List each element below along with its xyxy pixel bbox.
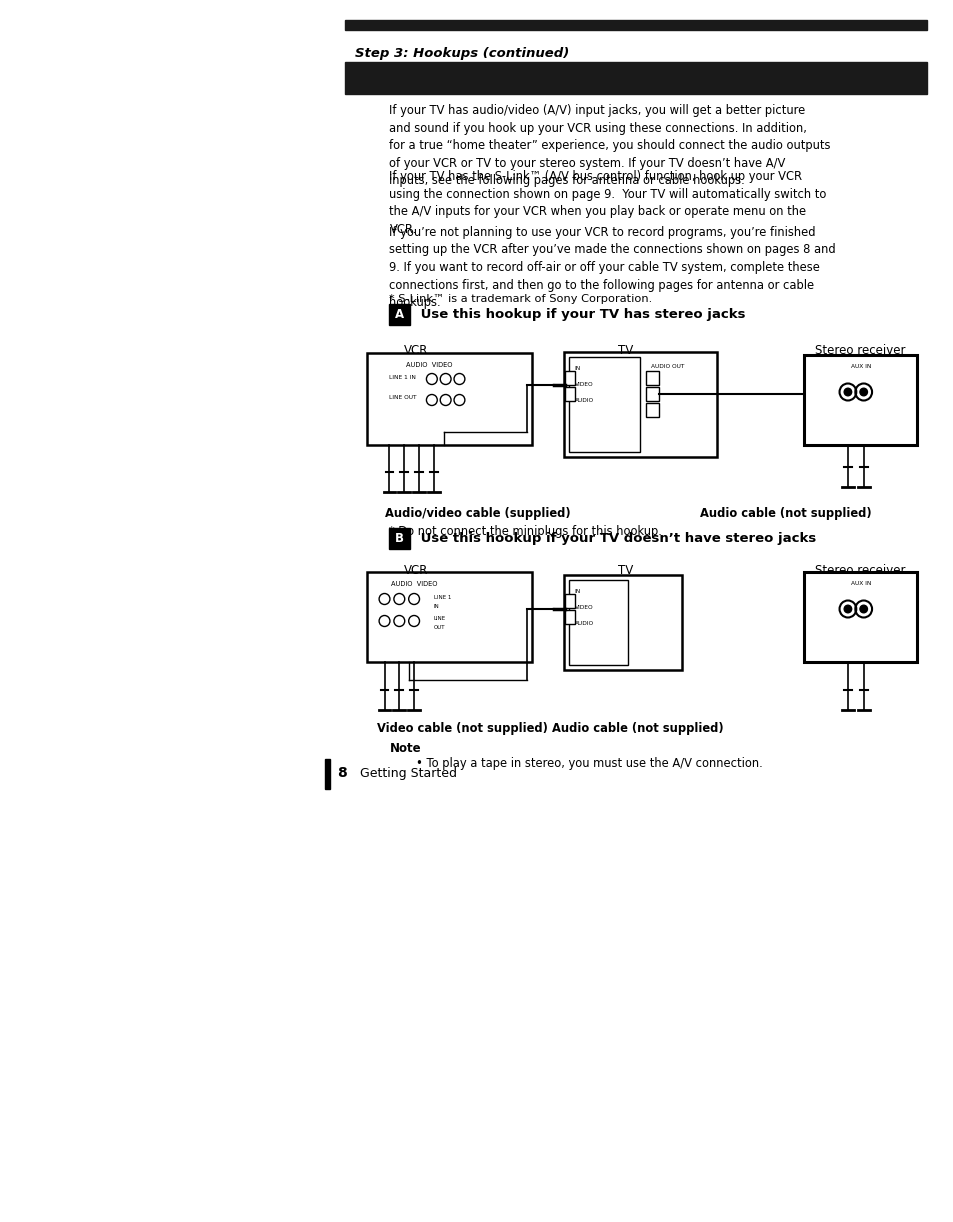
Bar <box>366 353 532 445</box>
Text: • To play a tape in stereo, you must use the A/V connection.: • To play a tape in stereo, you must use… <box>416 756 762 770</box>
Text: VIDEO: VIDEO <box>575 382 593 387</box>
Bar <box>568 357 639 452</box>
Text: Step 3: Hookups (continued): Step 3: Hookups (continued) <box>355 46 569 60</box>
Text: AUDIO: AUDIO <box>575 621 594 626</box>
Text: * Do not connect the miniplugs for this hookup.: * Do not connect the miniplugs for this … <box>389 525 661 538</box>
Text: Use this hookup if your TV doesn’t have stereo jacks: Use this hookup if your TV doesn’t have … <box>416 532 816 545</box>
Text: AUDIO  VIDEO: AUDIO VIDEO <box>405 362 452 368</box>
Text: AUX IN: AUX IN <box>850 580 870 587</box>
Bar <box>564 371 575 385</box>
Bar <box>645 403 658 417</box>
Text: Pages 8 to 9: Pages 8 to 9 <box>841 71 918 83</box>
Bar <box>389 528 410 549</box>
Text: OUT: OUT <box>434 624 445 631</box>
Circle shape <box>843 389 851 396</box>
Circle shape <box>859 389 866 396</box>
Text: 8: 8 <box>336 766 347 780</box>
Bar <box>345 62 925 94</box>
Text: Stereo receiver: Stereo receiver <box>814 345 904 357</box>
Text: IN: IN <box>434 604 439 609</box>
Text: TV: TV <box>618 345 633 357</box>
Bar <box>564 610 575 624</box>
Bar <box>563 352 716 457</box>
Bar <box>389 304 410 325</box>
Circle shape <box>843 605 851 612</box>
Text: AUX IN: AUX IN <box>850 364 870 369</box>
Text: Note: Note <box>389 742 420 755</box>
Text: If your TV has the S-Link™ (A/V bus control) function, hook up your VCR
using th: If your TV has the S-Link™ (A/V bus cont… <box>389 170 826 236</box>
Bar <box>645 387 658 401</box>
Text: Video cable (not supplied): Video cable (not supplied) <box>376 722 547 734</box>
Bar <box>802 356 916 445</box>
Text: VCR: VCR <box>404 345 428 357</box>
Text: Audio/video cable (supplied): Audio/video cable (supplied) <box>384 507 570 521</box>
Text: Audio cable (not supplied): Audio cable (not supplied) <box>700 507 871 521</box>
Text: B: B <box>395 532 404 545</box>
Text: VIDEO: VIDEO <box>575 605 593 610</box>
Text: TV: TV <box>618 565 633 577</box>
Text: A: A <box>395 308 404 321</box>
Text: IN: IN <box>575 367 580 371</box>
Text: Getting Started: Getting Started <box>359 766 456 780</box>
Text: LINE 1: LINE 1 <box>434 595 451 600</box>
Text: AUDIO  VIDEO: AUDIO VIDEO <box>391 580 436 587</box>
Text: AUDIO OUT: AUDIO OUT <box>650 364 683 369</box>
Text: VCR: VCR <box>404 565 428 577</box>
Bar <box>345 20 925 31</box>
Text: Use this hookup if your TV has stereo jacks: Use this hookup if your TV has stereo ja… <box>416 308 745 321</box>
Text: AUDIO: AUDIO <box>575 398 594 403</box>
Text: LINE OUT: LINE OUT <box>389 395 416 400</box>
Text: IN: IN <box>575 589 580 594</box>
Bar <box>366 572 532 662</box>
Text: LINE: LINE <box>434 616 445 621</box>
Circle shape <box>859 605 866 612</box>
Text: * S-Link™ is a trademark of Sony Corporation.: * S-Link™ is a trademark of Sony Corpora… <box>389 295 652 304</box>
Text: If you’re not planning to use your VCR to record programs, you’re finished
setti: If you’re not planning to use your VCR t… <box>389 226 835 309</box>
Bar <box>325 759 330 789</box>
Bar <box>563 576 681 670</box>
Text: Stereo receiver: Stereo receiver <box>814 565 904 577</box>
Bar <box>564 387 575 401</box>
Bar <box>645 371 658 385</box>
Bar <box>564 594 575 609</box>
Bar <box>802 572 916 662</box>
Bar <box>568 580 627 665</box>
Text: Audio cable (not supplied): Audio cable (not supplied) <box>552 722 723 734</box>
Text: If your TV has audio/video (A/V) input jacks, you will get a better picture
and : If your TV has audio/video (A/V) input j… <box>389 104 830 187</box>
Text: LINE 1 IN: LINE 1 IN <box>389 375 416 380</box>
Text: Audio/video (A/V) hookup: Audio/video (A/V) hookup <box>359 70 578 84</box>
